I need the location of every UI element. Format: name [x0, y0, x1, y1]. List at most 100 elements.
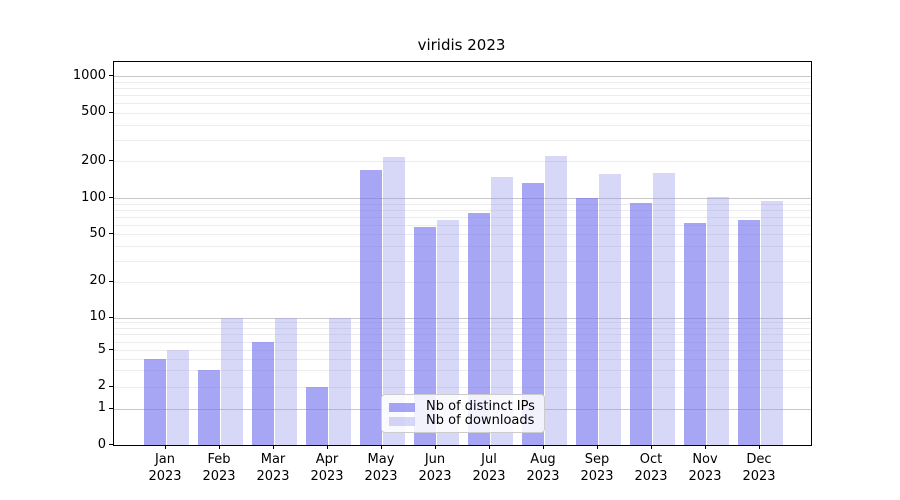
y-tick-mark — [109, 407, 113, 409]
x-axis-tick-label: Jul 2023 — [472, 452, 506, 484]
gridline-200 — [114, 161, 811, 163]
y-tick-mark — [109, 197, 113, 198]
y-tick-mark — [109, 316, 113, 318]
x-axis-tick-label: Jan 2023 — [148, 452, 182, 484]
bar-downloads — [167, 350, 189, 445]
gridline-9 — [114, 322, 811, 324]
gridline-400 — [114, 124, 811, 126]
gridline-700 — [114, 94, 811, 96]
bar-downloads — [761, 200, 783, 445]
gridline-10 — [114, 317, 811, 319]
legend-swatch-downloads — [389, 416, 415, 426]
bar-downloads — [491, 177, 513, 445]
x-axis-tick-label: Nov 2023 — [688, 452, 722, 484]
x-tick-mark — [381, 445, 382, 449]
chart-title: viridis 2023 — [417, 36, 506, 54]
gridline-40 — [114, 245, 811, 247]
gridline-300 — [114, 139, 811, 141]
legend: Nb of distinct IPs Nb of downloads — [381, 394, 545, 433]
x-axis-tick-label: Feb 2023 — [202, 452, 236, 484]
bar-downloads — [329, 317, 351, 445]
gridline-7 — [114, 334, 811, 336]
x-tick-mark — [435, 445, 436, 449]
y-axis-tick-label: 20 — [89, 273, 106, 288]
x-axis-tick-label: Apr 2023 — [310, 452, 344, 484]
gridline-30 — [114, 260, 811, 262]
bar-downloads — [599, 173, 621, 445]
bar-distinct-ips — [630, 202, 652, 445]
x-tick-mark — [165, 445, 166, 449]
bar-distinct-ips — [360, 169, 382, 445]
bar-downloads — [221, 317, 243, 445]
y-tick-mark — [109, 385, 113, 387]
gridline-800 — [114, 87, 811, 89]
x-axis-tick-label: May 2023 — [364, 452, 398, 484]
gridline-60 — [114, 224, 811, 226]
gridline-70 — [114, 216, 811, 218]
gridline-8 — [114, 328, 811, 329]
x-axis-tick-label: Oct 2023 — [634, 452, 668, 484]
legend-item-distinct-ips: Nb of distinct IPs — [389, 400, 536, 414]
legend-label-downloads: Nb of downloads — [426, 413, 535, 428]
bar-downloads — [545, 155, 567, 445]
gridline-20 — [114, 281, 811, 283]
y-axis-tick-label: 5 — [97, 341, 106, 357]
gridline-100 — [114, 198, 811, 199]
gridline-500 — [114, 112, 811, 114]
bar-distinct-ips — [414, 227, 436, 445]
y-tick-mark — [109, 75, 113, 76]
y-tick-mark — [109, 111, 113, 113]
bar-distinct-ips — [198, 370, 220, 445]
legend-label-distinct-ips: Nb of distinct IPs — [426, 399, 535, 414]
gridline-90 — [114, 203, 811, 205]
x-axis-tick-label: Aug 2023 — [526, 452, 560, 484]
gridline-50 — [114, 234, 811, 235]
y-tick-mark — [109, 349, 113, 350]
y-tick-mark — [109, 444, 113, 445]
x-tick-mark — [327, 445, 328, 449]
legend-item-downloads: Nb of downloads — [389, 414, 536, 428]
plot-area: Nb of distinct IPs Nb of downloads — [113, 61, 812, 446]
gridline-2 — [114, 386, 811, 388]
y-axis-tick-label: 0 — [97, 436, 106, 452]
x-tick-mark — [219, 445, 220, 449]
x-axis-tick-label: Sep 2023 — [580, 452, 614, 484]
gridline-600 — [114, 103, 811, 105]
x-axis-tick-label: Dec 2023 — [742, 452, 776, 484]
gridline-3 — [114, 370, 811, 372]
x-tick-mark — [273, 445, 274, 449]
x-tick-mark — [759, 445, 760, 449]
y-axis-tick-label: 500 — [81, 104, 106, 120]
y-axis-tick-label: 100 — [81, 189, 106, 205]
gridline-900 — [114, 81, 811, 83]
bar-downloads — [653, 173, 675, 445]
x-tick-mark — [543, 445, 544, 449]
x-tick-mark — [705, 445, 706, 449]
gridline-5 — [114, 350, 811, 351]
bar-distinct-ips — [468, 212, 490, 445]
y-tick-mark — [109, 280, 113, 282]
bar-distinct-ips — [522, 182, 544, 445]
bar-downloads — [707, 197, 729, 445]
bar-distinct-ips — [576, 198, 598, 445]
y-axis-tick-label: 10 — [89, 309, 106, 324]
bar-distinct-ips — [144, 358, 166, 445]
y-axis-tick-label: 50 — [89, 225, 106, 241]
bar-distinct-ips — [306, 386, 328, 445]
bar-distinct-ips — [252, 341, 274, 445]
bar-downloads — [275, 317, 297, 445]
y-tick-mark — [109, 233, 113, 234]
bar-downloads — [383, 157, 405, 445]
legend-swatch-distinct-ips — [389, 402, 415, 412]
x-axis-tick-label: Jun 2023 — [418, 452, 452, 484]
bar-distinct-ips — [738, 219, 760, 445]
x-axis-tick-label: Mar 2023 — [256, 452, 290, 484]
bar-distinct-ips — [684, 222, 706, 445]
gridline-6 — [114, 341, 811, 343]
gridline-1000 — [114, 76, 811, 77]
y-axis-tick-label: 2 — [97, 378, 106, 393]
y-tick-mark — [109, 160, 113, 162]
gridline-4 — [114, 358, 811, 360]
bar-downloads — [437, 220, 459, 445]
